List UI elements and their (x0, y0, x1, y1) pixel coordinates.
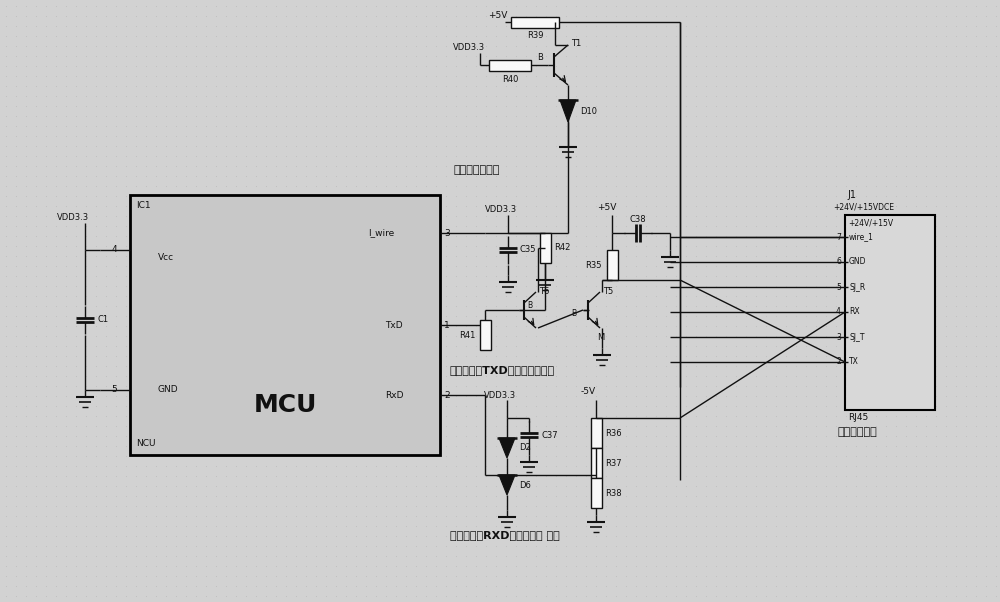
Text: +24V/+15VDCE: +24V/+15VDCE (833, 202, 894, 211)
Text: 3: 3 (444, 229, 450, 238)
Text: NCU: NCU (136, 438, 156, 447)
Text: T1: T1 (571, 39, 581, 48)
Text: J1: J1 (847, 190, 856, 200)
Text: D2: D2 (519, 444, 531, 453)
Text: -5V: -5V (581, 388, 596, 397)
Text: 5: 5 (836, 282, 841, 291)
Text: 一线制通讯电路: 一线制通讯电路 (454, 165, 500, 175)
Text: 串行口通讯RXD端电平转换 电路: 串行口通讯RXD端电平转换 电路 (450, 530, 560, 540)
Bar (591, 418, 602, 448)
Text: RxD: RxD (385, 391, 404, 400)
Text: RJ45: RJ45 (848, 414, 868, 423)
Text: 串行口通讯TXD端电平转换电路: 串行口通讯TXD端电平转换电路 (450, 365, 555, 375)
Text: 1: 1 (444, 320, 450, 329)
Text: I_wire: I_wire (368, 229, 394, 238)
Text: C37: C37 (541, 430, 558, 439)
Text: VDD3.3: VDD3.3 (485, 205, 517, 214)
Bar (130, 195, 440, 455)
Bar (480, 320, 491, 350)
Text: 2: 2 (836, 358, 841, 367)
Text: R39: R39 (527, 31, 543, 40)
Text: VDD3.3: VDD3.3 (484, 391, 516, 400)
Text: 4: 4 (111, 246, 117, 255)
Text: GND: GND (158, 385, 179, 394)
Text: +5V: +5V (597, 202, 616, 211)
Text: 4: 4 (836, 308, 841, 317)
Text: R36: R36 (605, 429, 622, 438)
Text: M: M (597, 334, 604, 343)
Bar (489, 60, 531, 71)
Text: TxD: TxD (385, 320, 403, 329)
Text: SJ_T: SJ_T (849, 332, 864, 341)
Text: R42: R42 (554, 243, 570, 252)
Text: D10: D10 (580, 107, 597, 116)
Bar (591, 478, 602, 508)
Text: wire_1: wire_1 (849, 232, 874, 241)
Text: 3: 3 (836, 332, 841, 341)
Text: R35: R35 (586, 261, 602, 270)
Text: SJ_R: SJ_R (849, 282, 865, 291)
Text: TX: TX (849, 358, 859, 367)
Text: R40: R40 (502, 75, 518, 84)
Text: C1: C1 (97, 315, 108, 324)
Text: 外接出线接口: 外接出线接口 (837, 427, 877, 437)
Text: R41: R41 (459, 330, 475, 340)
Text: C38: C38 (630, 214, 646, 223)
Text: B: B (527, 300, 532, 309)
Text: R37: R37 (605, 459, 622, 468)
Bar (511, 17, 559, 28)
Text: 5: 5 (111, 385, 117, 394)
Text: IC1: IC1 (136, 200, 151, 209)
Text: RX: RX (849, 308, 860, 317)
Text: C35: C35 (520, 246, 536, 255)
Polygon shape (560, 100, 576, 122)
Text: +24V/+15V: +24V/+15V (848, 219, 893, 228)
Text: R38: R38 (605, 488, 622, 497)
Text: 7: 7 (836, 232, 841, 241)
Text: +5V: +5V (488, 10, 507, 19)
Text: 6: 6 (836, 258, 841, 267)
Text: B: B (537, 52, 543, 61)
Text: 2: 2 (444, 391, 450, 400)
Text: T6: T6 (539, 287, 549, 296)
Text: Vcc: Vcc (158, 252, 174, 261)
Polygon shape (499, 438, 515, 458)
Bar (540, 233, 551, 263)
Bar (591, 448, 602, 478)
Bar (607, 250, 618, 280)
Text: MCU: MCU (253, 393, 317, 417)
Text: T5: T5 (603, 287, 613, 296)
Text: B: B (571, 309, 576, 318)
Text: GND: GND (849, 258, 866, 267)
Polygon shape (499, 475, 515, 495)
Text: VDD3.3: VDD3.3 (453, 43, 485, 52)
Text: D6: D6 (519, 480, 531, 489)
Text: VDD3.3: VDD3.3 (57, 213, 89, 222)
Bar (845, 215, 935, 410)
